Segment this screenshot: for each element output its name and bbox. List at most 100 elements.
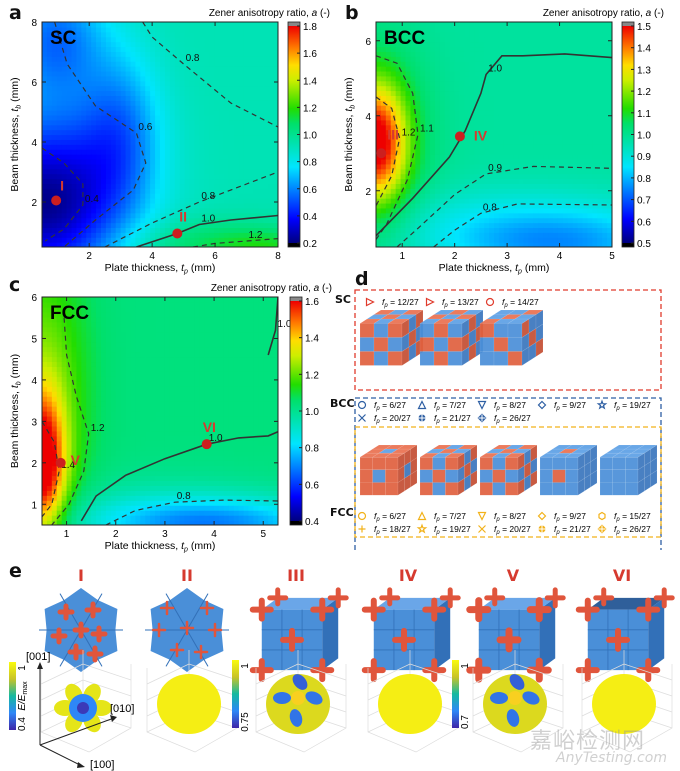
contour-line-0-8 (104, 171, 278, 247)
structure-label-v: V (506, 566, 520, 585)
contour-label: 1.0 (209, 433, 223, 444)
x-tick-label: 8 (275, 251, 281, 262)
colorbar-tick-label: 0.4 (305, 517, 319, 528)
marker-triangle-down-icon (477, 511, 487, 521)
young-modulus-surface-sphere (157, 674, 221, 734)
marker-circle-icon (357, 400, 367, 410)
y-axis-label: Beam thickness, tb (mm) (343, 77, 357, 191)
plot-frame (41, 21, 279, 248)
x-tick-label: 4 (557, 251, 563, 262)
structure-label-vi: VI (612, 566, 632, 585)
contour-label: 1.4 (61, 460, 75, 471)
contour-label: 1.2 (91, 423, 105, 434)
structure-label-ii: II (181, 566, 193, 585)
colorbar-title: Zener anisotropy ratio, a (-) (211, 283, 332, 294)
marker-circle-plus-icon (418, 414, 426, 422)
plot-frame (41, 296, 279, 526)
y-tick-label: 2 (365, 187, 371, 198)
marker-cross-icon (478, 525, 486, 533)
heat-field (376, 22, 612, 247)
colorbar-tick-label: 1.5 (637, 22, 651, 33)
y-tick-label: 8 (31, 18, 37, 29)
legend-entry-label: fp = 20/27 (494, 524, 531, 536)
colorbar-underflow (290, 521, 302, 525)
legend-entry-label: fp = 7/27 (434, 511, 466, 523)
bcc-group-box (354, 397, 662, 550)
arrow-right-icon (110, 715, 117, 722)
contour-line-0-8 (105, 499, 278, 525)
colorbar-tick-label: 0.6 (303, 185, 317, 196)
colorbar-tick-label: 0.9 (637, 152, 651, 163)
x-tick-label: 6 (212, 251, 218, 262)
colorbar-tick-label: 0.6 (305, 480, 319, 491)
colorbar-min: 0.4 (17, 717, 28, 731)
colorbar-min: 0.7 (460, 715, 471, 729)
legend-entry-label: fp = 19/27 (434, 524, 471, 536)
young-modulus-surface-sphere (592, 674, 656, 734)
contour-line-1 (80, 430, 278, 522)
contour-label: 0.4 (85, 194, 99, 205)
panel-letter-d: d (355, 268, 369, 290)
modulus-colorbar: 10.7 (452, 660, 471, 729)
contour-line-1 (136, 214, 278, 247)
y-tick-label: 2 (31, 198, 37, 209)
y-tick-label: 4 (31, 138, 37, 149)
y-tick-label: 6 (365, 37, 371, 48)
x-tick-label: 5 (609, 251, 615, 262)
legend-entry-label: fp = 14/27 (502, 297, 539, 309)
colorbar-tick-label: 1.8 (303, 22, 317, 33)
colorbar-tick-label: 0.7 (637, 196, 651, 207)
colorbar-tick-label: 1.0 (637, 131, 651, 142)
marker-plus-icon (358, 525, 366, 533)
marker-triangle-right-icon (425, 297, 435, 307)
young-modulus-surface-cubic-dimpled (266, 674, 330, 734)
marker-circle-plus-icon (538, 525, 546, 533)
modulus-colorbar: 10.75 (232, 660, 251, 732)
contour-label: 0.9 (488, 163, 502, 174)
axis-label-001: [001] (26, 651, 50, 663)
contour-line-0-4 (42, 147, 84, 242)
legend-entry-label: fp = 21/27 (434, 413, 471, 425)
colorbar-tick-label: 1.6 (303, 49, 317, 60)
x-tick-label: 2 (86, 251, 92, 262)
marker-diamond-plus-icon (597, 524, 607, 534)
x-tick-label: 3 (162, 529, 168, 540)
panel-letter-b: b (345, 2, 359, 24)
x-tick-label: 2 (452, 251, 458, 262)
x-tick-label: 5 (260, 529, 266, 540)
colorbar-max: 1 (17, 665, 28, 671)
legend-entry-label: fp = 19/27 (614, 400, 651, 412)
colorbar-tick-label: 1.0 (303, 131, 317, 142)
colorbar-tick-label: 0.8 (305, 444, 319, 455)
watermark-en: AnyTesting.com (556, 750, 667, 766)
voxel-cube (419, 444, 478, 496)
contour-line-0-8 (433, 203, 612, 247)
contour-charts: 0.4 0.6 0.8 0.8 1.0 1.2 2 4 6 8 2 4 6 8 Plate thicknes… (9, 8, 664, 554)
x-tick-label: 4 (149, 251, 155, 262)
colorbar-tick-label: 0.6 (637, 217, 651, 228)
legend-entry-label: fp = 26/27 (614, 524, 651, 536)
voxel-cube (479, 309, 544, 366)
heat-field (42, 297, 278, 525)
y-tick-label: 5 (31, 334, 37, 345)
design-point-label: IV (474, 127, 488, 143)
colorbar-min: 0.75 (240, 712, 251, 732)
design-point-label: V (71, 452, 81, 468)
legend-entry-label: fp = 6/27 (374, 511, 406, 523)
modulus-colorbar: 1 0.4 E/Emax (9, 662, 29, 731)
marker-circle-icon (357, 511, 367, 521)
marker-star-icon (416, 523, 428, 534)
x-axis-label: Plate thickness, tp (mm) (105, 262, 216, 276)
arrow-down-right-icon (77, 762, 85, 768)
design-point-i (51, 195, 62, 206)
x-tick-label: 4 (211, 529, 217, 540)
colorbar-overflow (288, 22, 300, 26)
marker-triangle-down-icon (477, 400, 487, 410)
colorbar-tick-label: 0.8 (303, 158, 317, 169)
contour-label: 1.0 (278, 319, 292, 330)
lattice-structure-render (145, 588, 229, 672)
voxel-cube (539, 444, 598, 496)
voxel-cube (419, 309, 484, 366)
legend-entry-label: fp = 6/27 (374, 400, 406, 412)
